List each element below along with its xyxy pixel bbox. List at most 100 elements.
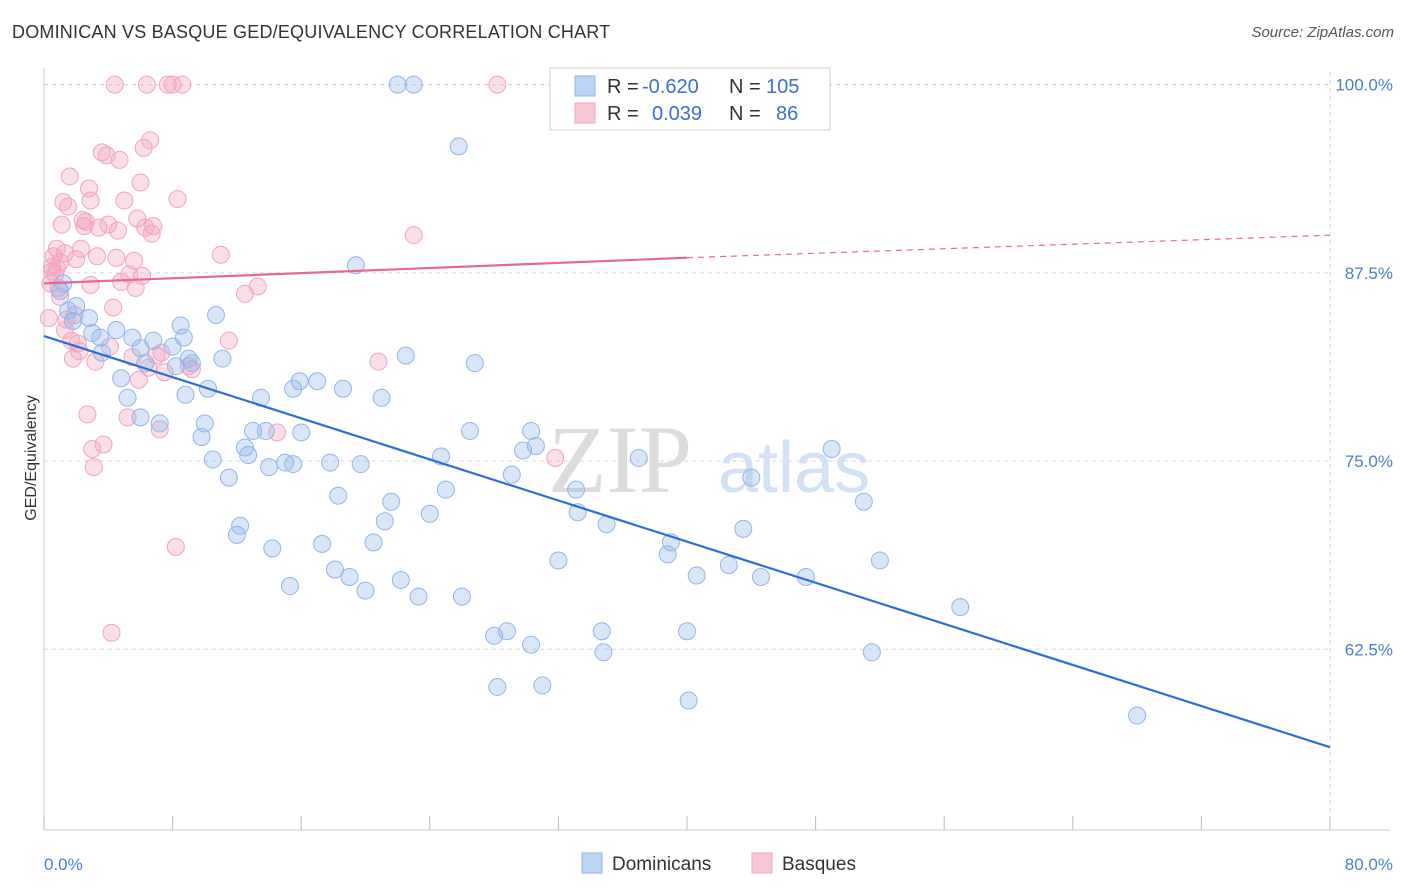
dominican-point-69 — [522, 635, 541, 654]
dominican-point-47 — [340, 568, 359, 587]
dominican-point-95 — [388, 75, 407, 94]
dominican-point-58 — [420, 504, 439, 523]
dominican-point-16 — [171, 316, 190, 335]
legend-swatch-basques — [574, 102, 596, 124]
bottom-legend-swatch-dominicans — [581, 852, 603, 874]
dominican-point-30 — [239, 446, 258, 465]
axes — [43, 68, 1390, 831]
stats-legend: R = -0.620 N = 105 R = 0.039 N = 86 — [549, 67, 831, 131]
dominican-point-41 — [308, 372, 327, 391]
dominican-point-20 — [182, 354, 201, 373]
dominican-point-99 — [63, 312, 82, 331]
basque-point-78 — [73, 211, 92, 230]
basque-point-38 — [110, 150, 129, 169]
dominican-point-24 — [207, 305, 226, 324]
dominican-point-42 — [313, 534, 332, 553]
dominican-point-71 — [533, 676, 552, 695]
dominican-point-89 — [822, 440, 841, 459]
legend-n-value-2: 86 — [776, 103, 798, 125]
basque-point-85 — [104, 298, 123, 317]
dominican-point-54 — [382, 492, 401, 511]
trend-line-dominicans — [43, 335, 1331, 749]
dominican-point-65 — [497, 622, 516, 641]
basque-point-80 — [137, 75, 156, 94]
dominican-point-51 — [364, 533, 383, 552]
basque-point-35 — [105, 75, 124, 94]
basque-point-41 — [118, 408, 137, 427]
basque-point-25 — [83, 440, 102, 459]
basque-point-32 — [99, 215, 118, 234]
legend-r-value-1: -0.620 — [642, 76, 699, 98]
dominican-point-94 — [1128, 706, 1147, 725]
legend-r-label-1: R = — [607, 76, 639, 98]
basque-point-56 — [147, 346, 166, 365]
dominican-point-68 — [522, 421, 541, 440]
dominican-point-100 — [91, 328, 110, 347]
trend-line-basques — [43, 256, 688, 285]
basque-point-71 — [369, 352, 388, 371]
basque-point-70 — [268, 423, 287, 442]
dominican-point-39 — [290, 372, 309, 391]
basque-point-16 — [67, 250, 86, 269]
y-axis-title: GED/Equivalency — [23, 395, 40, 520]
dominican-point-46 — [333, 379, 352, 398]
basque-point-72 — [404, 226, 423, 245]
dominican-point-73 — [567, 480, 586, 499]
basque-point-12 — [60, 167, 79, 186]
trend-line-basques-extension — [686, 234, 1331, 259]
dominican-point-49 — [351, 455, 370, 474]
legend-swatch-dominicans — [574, 75, 596, 97]
series-legend: Dominicans Basques — [581, 852, 856, 875]
basque-point-0 — [39, 309, 58, 327]
dominican-point-78 — [629, 449, 648, 468]
dominican-point-43 — [321, 453, 340, 472]
dominican-point-31 — [243, 421, 262, 440]
dominican-point-83 — [687, 566, 706, 585]
dominican-point-102 — [195, 414, 214, 433]
dominican-point-76 — [594, 643, 613, 662]
dominican-point-61 — [452, 587, 471, 606]
legend-n-label-1: N = — [729, 76, 761, 98]
dominican-point-44 — [325, 560, 344, 579]
dominican-point-75 — [592, 622, 611, 641]
dominican-point-101 — [131, 408, 150, 427]
dominican-point-9 — [118, 388, 137, 407]
y-tick-label-1: 75.0% — [1345, 452, 1393, 471]
series-dominicans — [51, 75, 1147, 725]
dominican-point-25 — [213, 349, 232, 368]
dominican-point-103 — [284, 455, 303, 474]
dominican-point-90 — [854, 492, 873, 511]
dominican-point-34 — [260, 458, 279, 477]
dominican-point-92 — [870, 551, 889, 570]
basque-point-61 — [166, 537, 185, 556]
watermark-zip: ZIP — [548, 406, 692, 513]
dominican-point-40 — [292, 423, 311, 442]
dominican-point-13 — [150, 414, 169, 433]
dominican-point-26 — [219, 468, 238, 487]
dominican-point-70 — [526, 437, 545, 455]
basque-point-73 — [488, 75, 507, 94]
basque-point-66 — [211, 245, 230, 264]
basque-point-27 — [88, 247, 107, 266]
dominican-point-79 — [658, 545, 677, 564]
dominican-point-17 — [174, 328, 193, 347]
dominican-point-48 — [346, 256, 365, 275]
basque-point-74 — [546, 449, 565, 468]
basque-point-22 — [78, 405, 97, 424]
series-basques — [39, 75, 565, 642]
dominican-point-38 — [284, 379, 303, 398]
dominican-point-12 — [144, 331, 163, 350]
basque-point-81 — [158, 75, 177, 94]
dominican-point-62 — [465, 354, 484, 373]
watermark: ZIP atlas — [548, 406, 870, 513]
dominican-point-104 — [460, 421, 479, 440]
dominican-point-21 — [192, 427, 211, 446]
basque-point-54 — [142, 224, 161, 243]
basque-point-37 — [108, 221, 127, 240]
dominican-point-3 — [80, 309, 99, 327]
basque-point-40 — [115, 191, 134, 210]
basque-point-62 — [168, 190, 187, 209]
legend-r-value-2: 0.039 — [652, 103, 702, 125]
dominican-point-57 — [409, 587, 428, 606]
basque-point-69 — [248, 277, 267, 296]
